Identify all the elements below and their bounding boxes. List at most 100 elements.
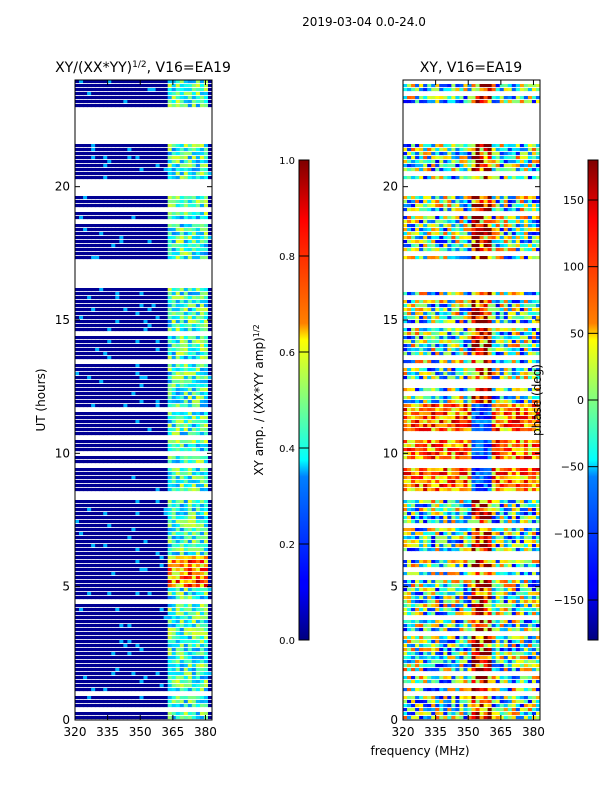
- amplitude-heatmap-cell: [107, 232, 112, 236]
- amplitude-heatmap-cell: [135, 236, 141, 240]
- amplitude-heatmap-cell: [119, 608, 124, 612]
- amplitude-heatmap-cell: [179, 156, 185, 160]
- amplitude-heatmap-cell: [139, 396, 145, 400]
- amplitude-heatmap-cell: [139, 532, 145, 536]
- amplitude-heatmap-cell: [191, 84, 197, 88]
- amplitude-heatmap-cell: [87, 328, 92, 332]
- amplitude-heatmap-cell: [119, 616, 124, 620]
- amplitude-heatmap-cell: [195, 308, 201, 312]
- colorbar-amplitude-tick-label: 0.2: [279, 540, 295, 551]
- amplitude-heatmap-cell: [171, 300, 177, 304]
- amplitude-heatmap-cell: [167, 444, 173, 448]
- phase-heatmap-cell: [415, 680, 420, 684]
- amplitude-heatmap-cell: [207, 88, 212, 92]
- amplitude-heatmap-cell: [115, 504, 120, 508]
- amplitude-heatmap-cell: [151, 176, 157, 180]
- amplitude-heatmap-cell: [163, 560, 169, 564]
- amplitude-heatmap-cell: [179, 200, 185, 204]
- amplitude-heatmap-cell: [195, 92, 201, 96]
- amplitude-heatmap-cell: [115, 420, 120, 424]
- amplitude-heatmap-cell: [163, 604, 169, 608]
- amplitude-heatmap-cell: [191, 512, 197, 516]
- amplitude-heatmap-cell: [123, 376, 128, 380]
- amplitude-heatmap-cell: [171, 716, 177, 720]
- phase-heatmap-cell: [523, 664, 529, 668]
- amplitude-heatmap-cell: [143, 588, 149, 592]
- amplitude-heatmap-cell: [83, 320, 88, 324]
- amplitude-heatmap-cell: [171, 148, 177, 152]
- amplitude-heatmap-cell: [139, 392, 145, 396]
- amplitude-heatmap-cell: [103, 616, 108, 620]
- phase-heatmap-cell: [511, 680, 517, 684]
- amplitude-heatmap-cell: [115, 716, 120, 720]
- amplitude-heatmap-cell: [171, 596, 177, 600]
- amplitude-heatmap-cell: [191, 336, 197, 340]
- amplitude-heatmap-cell: [131, 500, 137, 504]
- amplitude-heatmap-cell: [167, 244, 173, 248]
- amplitude-heatmap-cell: [191, 480, 197, 484]
- amplitude-heatmap-cell: [147, 580, 153, 584]
- amplitude-heatmap-cell: [107, 460, 112, 464]
- amplitude-heatmap-cell: [131, 648, 137, 652]
- amplitude-heatmap-cell: [183, 104, 189, 108]
- amplitude-heatmap-cell: [95, 176, 100, 180]
- amplitude-heatmap-cell: [115, 568, 120, 572]
- phase-heatmap-cell: [519, 680, 525, 684]
- amplitude-heatmap-cell: [75, 300, 80, 304]
- amplitude-heatmap-cell: [171, 628, 177, 632]
- amplitude-heatmap-cell: [167, 656, 173, 660]
- amplitude-heatmap-cell: [75, 348, 80, 352]
- amplitude-heatmap-cell: [75, 444, 80, 448]
- amplitude-heatmap-cell: [127, 552, 133, 556]
- amplitude-heatmap-cell: [151, 592, 157, 596]
- amplitude-heatmap-cell: [115, 384, 120, 388]
- amplitude-heatmap-cell: [179, 664, 185, 668]
- amplitude-heatmap-cell: [111, 396, 116, 400]
- phase-heatmap-cell: [427, 640, 432, 644]
- amplitude-heatmap-cell: [79, 352, 84, 356]
- amplitude-heatmap-cell: [119, 176, 124, 180]
- amplitude-heatmap-cell: [151, 624, 157, 628]
- amplitude-heatmap-cell: [99, 700, 104, 704]
- amplitude-heatmap-cell: [79, 316, 84, 320]
- amplitude-heatmap-cell: [91, 348, 96, 352]
- amplitude-heatmap-cell: [199, 524, 205, 528]
- amplitude-heatmap-cell: [151, 596, 157, 600]
- amplitude-heatmap-cell: [195, 448, 201, 452]
- amplitude-heatmap-cell: [191, 368, 197, 372]
- phase-heatmap-cell: [515, 636, 521, 640]
- phase-heatmap-cell: [531, 648, 537, 652]
- amplitude-heatmap-cell: [199, 576, 205, 580]
- phase-heatmap-cell: [479, 648, 485, 652]
- amplitude-heatmap-cell: [171, 176, 177, 180]
- amplitude-heatmap-cell: [87, 560, 92, 564]
- amplitude-heatmap-cell: [95, 616, 100, 620]
- amplitude-heatmap-cell: [123, 224, 128, 228]
- amplitude-heatmap-cell: [143, 384, 149, 388]
- amplitude-heatmap-cell: [187, 96, 193, 100]
- amplitude-heatmap-cell: [123, 320, 128, 324]
- amplitude-heatmap-cell: [131, 172, 137, 176]
- amplitude-heatmap-cell: [167, 232, 173, 236]
- amplitude-heatmap-cell: [91, 324, 96, 328]
- amplitude-heatmap-cell: [79, 588, 84, 592]
- phase-heatmap-cell: [527, 704, 533, 708]
- amplitude-heatmap-cell: [151, 376, 157, 380]
- amplitude-heatmap-cell: [131, 520, 137, 524]
- amplitude-heatmap-cell: [83, 244, 88, 248]
- amplitude-heatmap-cell: [203, 696, 209, 700]
- phase-heatmap-cell: [527, 636, 533, 640]
- amplitude-heatmap-cell: [107, 144, 112, 148]
- amplitude-heatmap-cell: [187, 336, 193, 340]
- amplitude-heatmap-cell: [183, 516, 189, 520]
- amplitude-heatmap-cell: [199, 656, 205, 660]
- amplitude-heatmap-cell: [91, 196, 96, 200]
- amplitude-heatmap-cell: [131, 288, 137, 292]
- amplitude-heatmap-cell: [163, 520, 169, 524]
- amplitude-heatmap-cell: [151, 148, 157, 152]
- amplitude-heatmap-cell: [207, 296, 212, 300]
- amplitude-heatmap-cell: [199, 488, 205, 492]
- phase-heatmap-cell: [515, 712, 521, 716]
- amplitude-heatmap-cell: [123, 168, 128, 172]
- amplitude-heatmap-cell: [191, 624, 197, 628]
